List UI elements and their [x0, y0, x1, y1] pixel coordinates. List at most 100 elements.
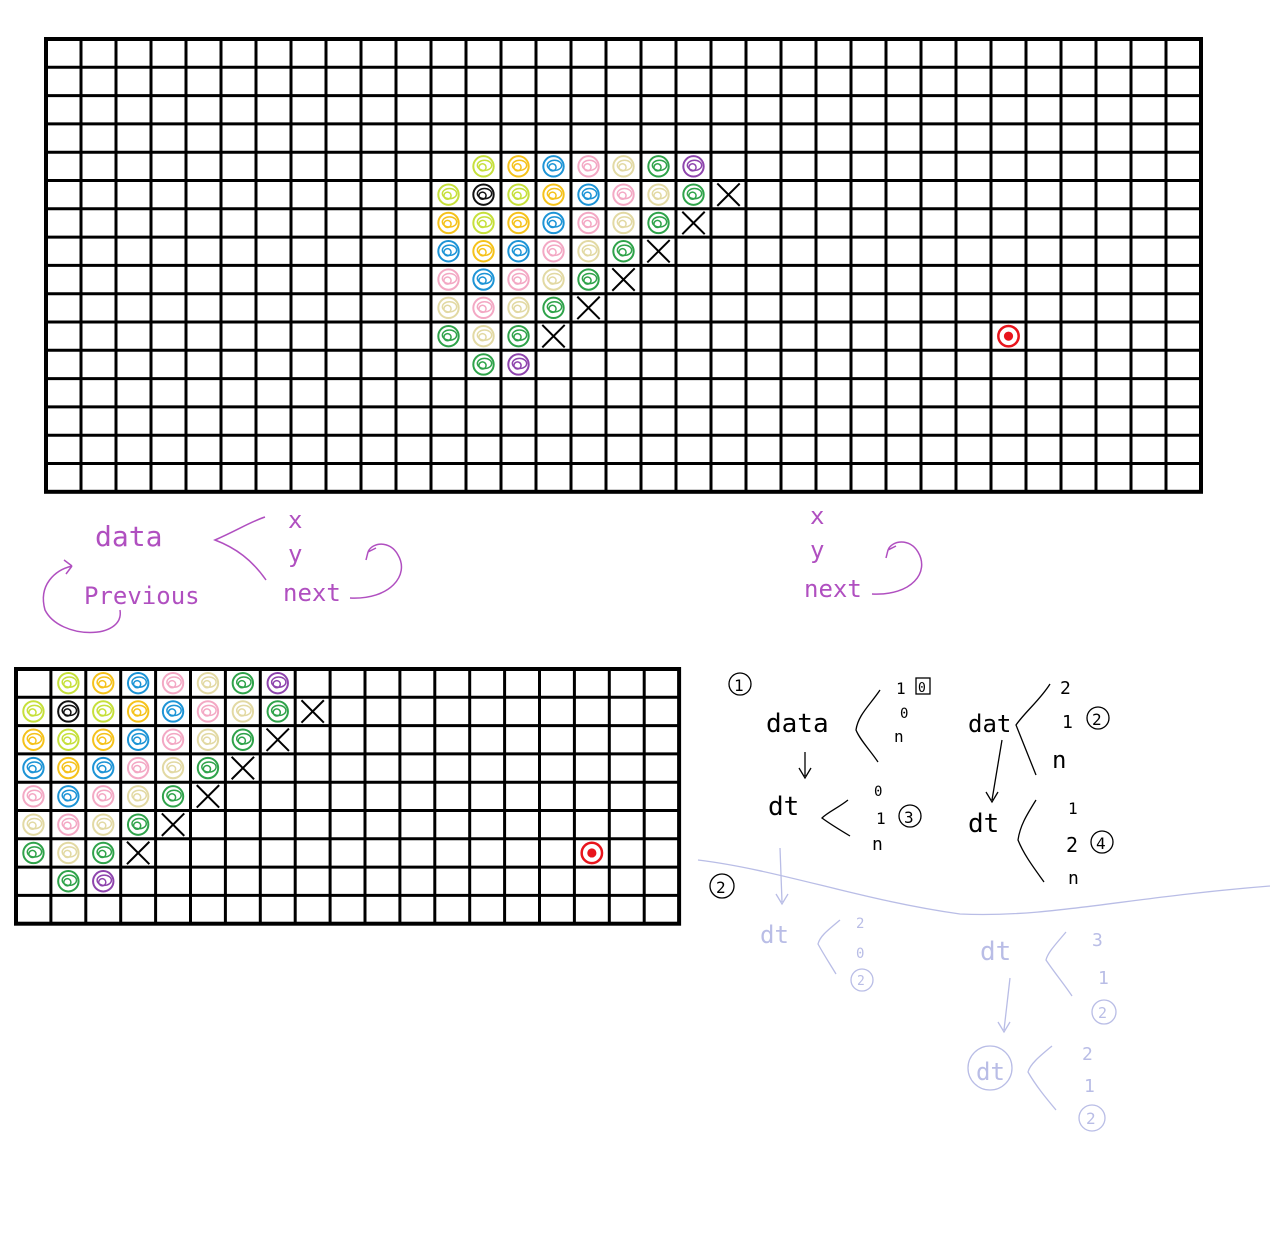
piece-scribble [507, 155, 530, 178]
piece-scribble [57, 841, 80, 865]
piece-scribble [647, 183, 670, 206]
step-1-notes: 1 data 1 0 n 0 dt 0 1 n 3 dat 2 1 n 2 dt… [728, 672, 1114, 889]
step2-b-val-2: 1 [1098, 968, 1109, 989]
piece-scribble [126, 785, 150, 808]
step1-dat-tag: 2 [1092, 710, 1102, 729]
piece-scribble [57, 870, 80, 893]
piece-scribble [92, 671, 115, 695]
cross-mark [161, 812, 185, 837]
piece-scribble [22, 728, 45, 751]
cross-mark [265, 727, 290, 752]
cross-mark [611, 267, 636, 292]
piece-scribble [196, 700, 220, 723]
piece-scribble [92, 785, 115, 808]
cross-mark [681, 211, 706, 235]
piece-scribble [57, 671, 80, 695]
step1-dat-val-2: 1 [1062, 712, 1073, 733]
piece-scribble [577, 155, 600, 178]
piece-scribble [542, 183, 565, 206]
piece-scribble [92, 870, 115, 893]
step1-dt2-val-2: 2 [1066, 833, 1078, 857]
cross-mark [196, 784, 220, 809]
step1-data-tag: 0 [918, 681, 926, 696]
piece-scribble [647, 155, 670, 178]
piece-scribble [577, 211, 600, 235]
y-label: y [288, 540, 302, 568]
step2-dt-c: dt [976, 1058, 1005, 1086]
step1-dt-tag: 3 [904, 808, 914, 827]
piece-scribble [22, 785, 45, 808]
red-target-marker [580, 841, 604, 865]
piece-scribble [507, 211, 530, 235]
piece-scribble [231, 671, 255, 695]
step2-dt-a: dt [760, 921, 789, 949]
cross-mark [300, 699, 325, 724]
next-label-2: next [804, 575, 862, 603]
piece-scribble [437, 183, 460, 206]
next-loop-arrow [349, 543, 403, 599]
piece-scribble [542, 296, 565, 320]
piece-scribble [126, 756, 150, 780]
step1-dat-val-3: n [1052, 746, 1066, 774]
cross-mark [541, 324, 566, 349]
node-structure-note-right: x y next [804, 502, 923, 603]
piece-scribble [196, 756, 220, 780]
piece-scribble [92, 813, 115, 836]
piece-scribble [57, 785, 80, 808]
piece-scribble [57, 700, 80, 723]
piece-scribble [437, 296, 460, 320]
cross-mark [576, 295, 601, 320]
piece-scribble [437, 324, 460, 348]
piece-scribble [22, 841, 45, 865]
step1-data-val-3: n [894, 727, 904, 746]
piece-scribble [472, 296, 495, 320]
cross-mark [126, 841, 151, 865]
step1-dt-val-3: n [872, 834, 883, 855]
step1-data-val-1: 1 [896, 679, 906, 698]
step1-dt-val-2: 1 [876, 809, 886, 828]
piece-scribble [507, 240, 530, 263]
step2-b-val-1: 3 [1092, 930, 1103, 951]
step1-dt-label: dt [768, 792, 799, 822]
data-label: data [95, 520, 162, 553]
piece-scribble [472, 268, 495, 291]
x-label: x [288, 506, 302, 534]
step1-dt2-val-3: n [1068, 868, 1079, 889]
previous-loop-arrow [42, 559, 121, 634]
previous-label: Previous [84, 582, 200, 610]
step2-b-val-3: 2 [1098, 1004, 1107, 1022]
piece-scribble [507, 353, 530, 376]
piece-scribble [682, 155, 705, 178]
step2-c-val-2: 1 [1084, 1076, 1095, 1097]
next-label: next [283, 579, 341, 607]
red-target-marker [997, 324, 1020, 348]
piece-scribble [437, 211, 460, 235]
piece-scribble [472, 211, 495, 235]
piece-scribble [161, 728, 185, 751]
piece-scribble [161, 700, 185, 723]
piece-scribble [126, 728, 150, 751]
small-game-grid [14, 667, 682, 926]
piece-scribble [126, 671, 150, 695]
piece-scribble [507, 268, 530, 291]
piece-scribble [472, 240, 495, 263]
step1-dt2-label: dt [968, 809, 999, 839]
piece-scribble [196, 671, 220, 695]
cross-mark [646, 239, 671, 264]
step1-dt-val-1: 0 [874, 784, 882, 800]
cross-mark [716, 182, 741, 207]
separator-line [697, 859, 1271, 916]
piece-scribble [542, 268, 565, 291]
piece-scribble [472, 324, 495, 348]
piece-scribble [126, 813, 150, 836]
piece-scribble [161, 785, 185, 808]
cross-mark [230, 756, 255, 780]
step2-a-val-2: 0 [856, 946, 864, 962]
piece-scribble [472, 353, 495, 376]
x-label-2: x [810, 502, 824, 530]
piece-scribble [612, 183, 635, 206]
piece-scribble [266, 700, 289, 723]
next-loop-arrow-2 [871, 541, 923, 595]
step2-a-val-1: 2 [856, 916, 864, 932]
piece-scribble [472, 183, 495, 206]
